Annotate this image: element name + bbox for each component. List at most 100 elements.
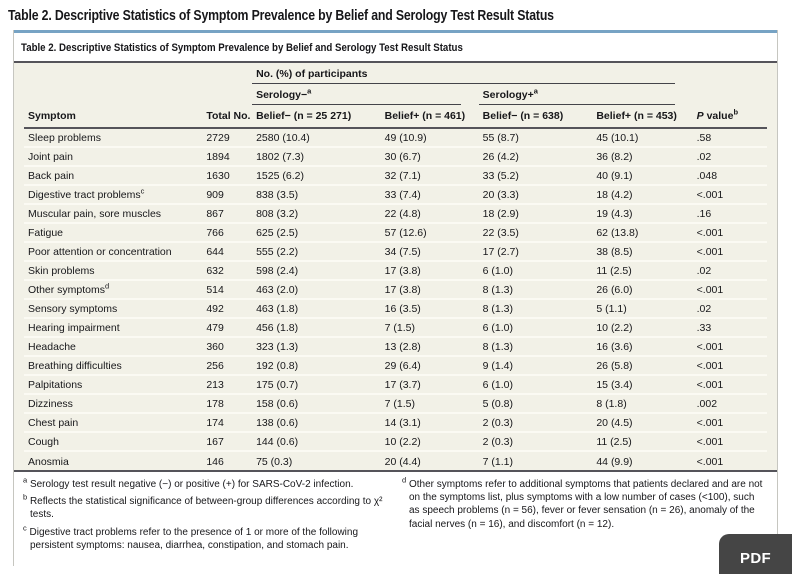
cell-symptom: Anosmia [28,455,69,468]
cell-total-no: 2729 [202,128,253,148]
cell-p-value: .58 [692,128,767,148]
cell-serology-neg-belief-pos: 33 (7.4) [380,185,479,205]
empty-cell [24,84,202,105]
footnote-text: Other symptoms refer to additional sympt… [408,479,763,530]
empty-cell [202,63,252,84]
cell-p-value: <.001 [692,413,767,433]
cell-p-value: <.001 [692,375,767,395]
footnote-ref-a: a [307,86,312,96]
cell-total-no: 213 [202,375,253,395]
cell-total-no: 479 [202,318,253,338]
cell-serology-neg-belief-neg: 175 (0.7) [252,375,381,395]
cell-p-value: .02 [692,261,767,281]
cell-symptom: Hearing impairment [24,318,203,338]
empty-cell [202,84,252,105]
col-p-value: P valueb [692,105,767,129]
cell-serology-pos-belief-pos: 10 (2.2) [592,318,693,338]
cell-serology-pos-belief-pos: 15 (3.4) [592,375,693,395]
cell-p-value: <.001 [692,280,767,300]
cell-serology-neg-belief-pos: 30 (6.7) [380,147,479,167]
cell-p-value: .002 [692,394,767,414]
cell-serology-neg-belief-pos: 13 (2.8) [380,337,479,357]
cell-serology-pos-belief-pos: 18 (4.2) [592,185,693,205]
cell-serology-pos-belief-neg: 6 (1.0) [478,318,593,338]
col-serology-pos-belief-pos: Belief+ (n = 453) [592,105,693,129]
cell-serology-pos-belief-pos: 5 (1.1) [592,299,693,319]
cell-p-value: <.001 [692,185,767,205]
cell-p-value: .33 [692,318,767,338]
cell-serology-neg-belief-pos: 10 (2.2) [380,432,479,452]
serology-positive-group-cell: Serology+a [478,84,693,105]
cell-serology-neg-belief-pos: 7 (1.5) [380,318,479,338]
cell-total-no: 514 [202,280,253,300]
cell-serology-neg-belief-pos: 17 (3.8) [380,261,479,281]
cell-total-no: 1894 [202,147,253,167]
cell-serology-pos-belief-neg: 6 (1.0) [478,375,593,395]
table-row: Back pain 1630 1525 (6.2) 32 (7.1) 33 (5.2) 4… [24,166,767,186]
cell-serology-neg-belief-pos: 7 (1.5) [380,394,479,414]
table-card: Table 2. Descriptive Statistics of Sympt… [13,30,778,566]
footnote-c: c Digestive tract problems refer to the … [23,524,386,552]
table-row: Sensory symptoms 492 463 (1.8) 16 (3.5) 8 (1… [24,299,767,319]
cell-serology-pos-belief-pos: 40 (9.1) [592,166,693,186]
cell-p-value: <.001 [692,223,767,243]
cell-total-no: 174 [202,413,253,433]
table-row: Fatigue 766 625 (2.5) 57 (12.6) 22 (3.5) 62 (… [24,223,767,243]
col-symptom: Symptom [24,105,203,129]
cell-total-no: 256 [202,356,253,376]
cell-total-no: 909 [202,185,253,205]
cell-p-value: <.001 [692,432,767,452]
cell-p-value: .048 [692,166,767,186]
cell-symptom: Muscular pain, sore muscles [24,204,203,224]
cell-p-value: <.001 [692,337,767,357]
cell-serology-neg-belief-neg: 158 (0.6) [252,394,381,414]
cell-serology-neg-belief-neg: 463 (1.8) [252,299,381,319]
cell-p-value: .02 [692,147,767,167]
cell-total-no: 632 [202,261,253,281]
divider-bottom [14,470,777,472]
table-row: Digestive tract problemsc 909 838 (3.5) 33 … [24,185,767,205]
cell-symptom: Dizziness [24,394,203,414]
cell-serology-neg-belief-pos: 14 (3.1) [380,413,479,433]
column-header-row: Symptom Total No. Belief− (n = 25 271) B… [24,105,767,129]
table-row: Headache 360 323 (1.3) 13 (2.8) 8 (1.3) 16 (3… [24,337,767,357]
cell-serology-neg-belief-pos: 17 (3.7) [380,375,479,395]
empty-cell [24,63,202,84]
table-wrap: No. (%) of participants Serology−a Serol… [14,63,777,470]
footnote-text: Digestive tract problems refer to the pr… [29,526,359,551]
cell-symptom: Back pain [24,166,203,186]
table-row: Joint pain 1894 1802 (7.3) 30 (6.7) 26 (4.2)… [24,147,767,167]
cell-serology-neg-belief-neg: 598 (2.4) [252,261,381,281]
table-row: Breathing difficulties 256 192 (0.8) 29 (6.… [24,356,767,376]
cell-serology-pos-belief-pos: 62 (13.8) [592,223,693,243]
pdf-button-label: PDF [740,549,771,567]
article-page: { "page": { "heading": "Table 2. Descrip… [0,7,792,574]
cell-p-value: <.001 [692,356,767,376]
cell-serology-pos-belief-neg: 20 (3.3) [478,185,593,205]
cell-serology-neg-belief-pos: 29 (6.4) [380,356,479,376]
p-value-rest: value [703,110,734,122]
cell-symptom: Other symptomsd [24,280,203,300]
cell-p-value: .16 [692,204,767,224]
cell-symptom: Headache [24,337,203,357]
cell-serology-pos-belief-pos: 20 (4.5) [592,413,693,433]
table-row: Dizziness 178 158 (0.6) 7 (1.5) 5 (0.8) 8 (1.… [24,394,767,414]
stats-table: No. (%) of participants Serology−a Serol… [24,63,767,470]
cell-serology-pos-belief-pos: 26 (5.8) [592,356,693,376]
table-row: Anosmia 146 75 (0.3) 20 (4.4) 7 (1.1) 44 (9.9… [24,451,767,470]
cell-p-value: <.001 [696,455,724,468]
cell-serology-neg-belief-pos: 49 (10.9) [380,128,479,148]
cell-serology-pos-belief-neg: 18 (2.9) [478,204,593,224]
serology-negative-label: Serology−a [252,84,461,105]
pdf-button[interactable]: PDF [719,534,792,574]
cell-serology-neg-belief-neg: 838 (3.5) [252,185,381,205]
cell-total-no: 492 [202,299,253,319]
col-serology-neg-belief-pos: Belief+ (n = 461) [380,105,479,129]
cell-serology-pos-belief-neg: 55 (8.7) [478,128,593,148]
cell-serology-pos-belief-neg: 17 (2.7) [478,242,593,262]
table-row: Skin problems 632 598 (2.4) 17 (3.8) 6 (1.0)… [24,261,767,281]
table-body: Sleep problems 2729 2580 (10.4) 49 (10.9) 55… [24,128,767,470]
cell-symptom: Sleep problems [24,128,203,148]
cell-serology-pos-belief-pos: 8 (1.8) [592,394,693,414]
footnote-marker: a [23,475,28,485]
